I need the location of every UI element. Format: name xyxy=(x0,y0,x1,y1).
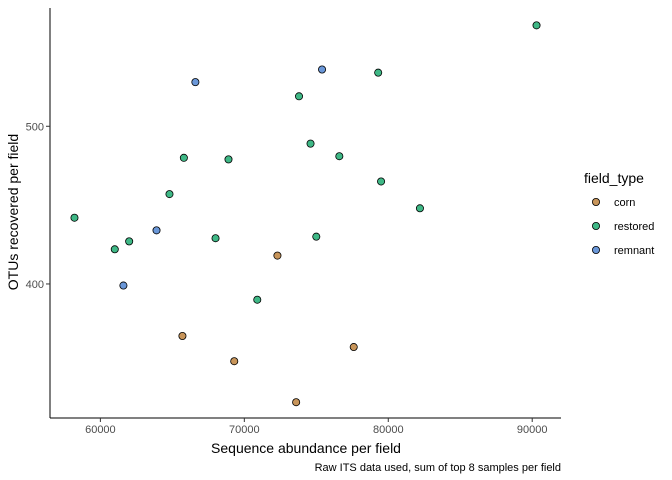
legend-label-restored: restored xyxy=(614,221,654,233)
chart-caption: Raw ITS data used, sum of top 8 samples … xyxy=(315,462,561,474)
data-point-corn xyxy=(230,357,239,366)
data-point-restored xyxy=(224,155,233,164)
data-point-restored xyxy=(295,92,304,101)
y-axis-title: OTUs recovered per field xyxy=(5,134,21,290)
legend-key-remnant xyxy=(592,245,601,254)
x-tick-label: 70000 xyxy=(229,424,260,436)
data-point-restored xyxy=(374,68,383,77)
data-point-remnant xyxy=(119,281,128,290)
legend-label-remnant: remnant xyxy=(614,245,654,257)
legend-title: field_type xyxy=(584,170,644,186)
data-point-corn xyxy=(349,343,358,352)
y-tick-label: 500 xyxy=(26,121,44,133)
ticks: 60000 70000 80000 90000 400 500 xyxy=(26,121,548,436)
data-point-restored xyxy=(306,139,315,148)
data-point-remnant xyxy=(152,226,161,235)
data-point-restored xyxy=(253,295,262,304)
data-point-restored xyxy=(335,152,344,161)
data-point-restored xyxy=(415,204,424,213)
data-point-restored xyxy=(179,153,188,162)
y-tick-label: 400 xyxy=(26,279,44,291)
data-point-restored xyxy=(377,177,386,186)
data-point-remnant xyxy=(318,65,327,74)
x-tick-label: 90000 xyxy=(517,424,548,436)
data-point-restored xyxy=(110,245,119,254)
legend-key-corn xyxy=(592,197,601,206)
data-point-corn xyxy=(292,398,301,407)
data-point-restored xyxy=(211,234,220,243)
x-axis-title: Sequence abundance per field xyxy=(211,440,401,456)
x-tick-label: 80000 xyxy=(373,424,404,436)
x-tick-label: 60000 xyxy=(85,424,116,436)
data-point-restored xyxy=(312,232,321,241)
data-points xyxy=(70,21,541,407)
data-point-restored xyxy=(125,237,134,246)
data-point-remnant xyxy=(191,78,200,87)
data-point-restored xyxy=(70,213,79,222)
data-point-corn xyxy=(178,331,187,340)
data-point-restored xyxy=(532,21,541,30)
legend-key-restored xyxy=(592,221,601,230)
legend-label-corn: corn xyxy=(614,197,635,209)
axes xyxy=(49,8,561,419)
data-point-restored xyxy=(165,190,174,199)
data-point-corn xyxy=(273,251,282,260)
legend: field_type corn restored remnant xyxy=(584,170,654,257)
